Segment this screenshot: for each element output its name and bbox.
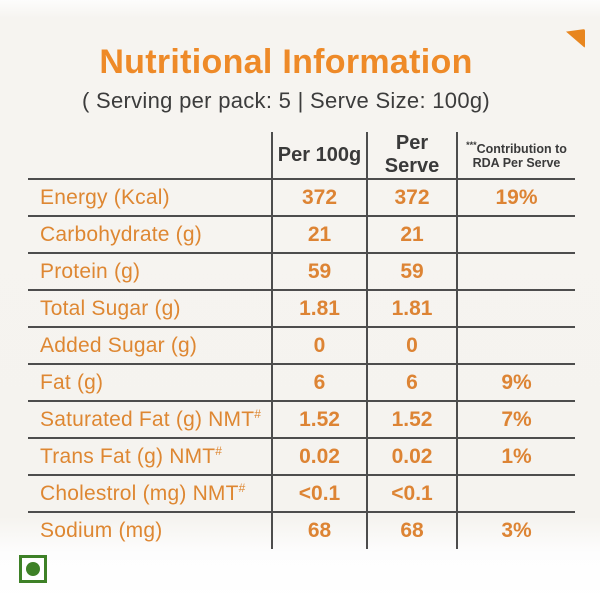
value-per-serve: 1.52 bbox=[367, 401, 458, 438]
value-rda-percent bbox=[457, 216, 575, 253]
value-per-100g: 1.52 bbox=[272, 401, 368, 438]
value-rda-percent: 19% bbox=[495, 185, 538, 209]
table-row: Total Sugar (g) 1.81 1.81 bbox=[28, 290, 575, 327]
nutrient-label: Energy (Kcal) bbox=[28, 179, 273, 216]
table-row: Cholestrol (mg) NMT# <0.1 <0.1 bbox=[28, 475, 575, 512]
value-per-serve: 372 bbox=[367, 179, 458, 216]
value-per-100g: 68 bbox=[272, 512, 368, 549]
header-blank bbox=[28, 132, 273, 179]
table-row: Sodium (mg) 68 68 3% bbox=[28, 512, 575, 549]
value-per-serve: 0.02 bbox=[367, 438, 458, 475]
value-per-serve: <0.1 bbox=[367, 475, 458, 512]
value-rda-percent bbox=[457, 253, 575, 290]
header-per-serve: Per Serve bbox=[367, 132, 458, 179]
table-row: Energy (Kcal) 372 372 19% bbox=[28, 179, 575, 216]
value-per-100g: 0.02 bbox=[272, 438, 368, 475]
value-rda-percent: 9% bbox=[501, 370, 532, 394]
nutrient-label: Total Sugar (g) bbox=[28, 290, 273, 327]
value-per-serve: 0 bbox=[367, 327, 458, 364]
table-row: Saturated Fat (g) NMT# 1.52 1.52 7% bbox=[28, 401, 575, 438]
value-per-100g: 1.81 bbox=[272, 290, 368, 327]
serving-info: ( Serving per pack: 5 | Serve Size: 100g… bbox=[81, 88, 491, 114]
value-rda-percent: 7% bbox=[501, 407, 532, 431]
value-per-100g: <0.1 bbox=[272, 475, 368, 512]
value-rda-percent bbox=[457, 475, 575, 512]
nmt-superscript: # bbox=[238, 481, 246, 495]
nmt-superscript: # bbox=[215, 444, 223, 458]
value-per-serve: 68 bbox=[367, 512, 458, 549]
nutrient-label: Sodium (mg) bbox=[28, 512, 273, 549]
nutrient-label: Added Sugar (g) bbox=[28, 327, 273, 364]
table-row: Protein (g) 59 59 bbox=[28, 253, 575, 290]
value-rda-percent bbox=[457, 327, 575, 364]
value-rda-percent: 1% bbox=[501, 444, 532, 468]
value-per-100g: 6 bbox=[272, 364, 368, 401]
vegetarian-dot-icon bbox=[26, 562, 40, 576]
value-per-serve: 59 bbox=[367, 253, 458, 290]
value-per-100g: 0 bbox=[272, 327, 368, 364]
value-per-serve: 6 bbox=[367, 364, 458, 401]
header: Nutritional Information ( Serving per pa… bbox=[0, 43, 572, 114]
header-rda-contribution: ***Contribution to RDA Per Serve bbox=[466, 139, 567, 171]
table-row: Carbohydrate (g) 21 21 bbox=[28, 216, 575, 253]
nutrient-label: Cholestrol (mg) NMT# bbox=[28, 475, 273, 512]
table-row: Trans Fat (g) NMT# 0.02 0.02 1% bbox=[28, 438, 575, 475]
vegetarian-mark-icon bbox=[19, 555, 47, 583]
nmt-superscript: # bbox=[254, 407, 262, 421]
nutrient-label: Fat (g) bbox=[28, 364, 273, 401]
value-per-100g: 59 bbox=[272, 253, 368, 290]
table-row: Added Sugar (g) 0 0 bbox=[28, 327, 575, 364]
page-title: Nutritional Information bbox=[99, 43, 473, 81]
table-row: Fat (g) 6 6 9% bbox=[28, 364, 575, 401]
value-per-serve: 21 bbox=[367, 216, 458, 253]
header-per-100g: Per 100g bbox=[272, 132, 368, 179]
nutrient-label: Carbohydrate (g) bbox=[28, 216, 273, 253]
value-rda-percent: 3% bbox=[501, 519, 532, 542]
value-rda-percent bbox=[457, 290, 575, 327]
value-per-serve: 1.81 bbox=[367, 290, 458, 327]
value-per-100g: 21 bbox=[272, 216, 368, 253]
nutrient-label: Trans Fat (g) NMT# bbox=[28, 438, 273, 475]
table-header-row: Per 100g Per Serve ***Contribution to RD… bbox=[28, 132, 575, 179]
nutrition-table: Per 100g Per Serve ***Contribution to RD… bbox=[28, 132, 575, 549]
nutrient-label: Saturated Fat (g) NMT# bbox=[28, 401, 273, 438]
value-per-100g: 372 bbox=[272, 179, 368, 216]
nutrient-label: Protein (g) bbox=[28, 253, 273, 290]
rda-asterisks: *** bbox=[466, 139, 477, 150]
